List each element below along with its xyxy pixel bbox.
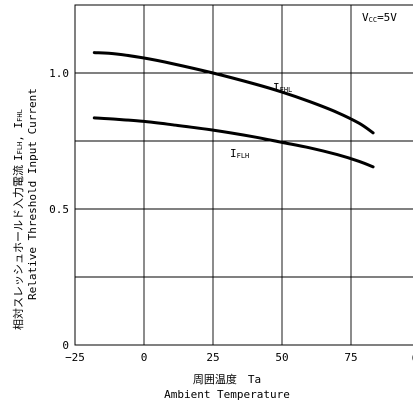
grid <box>75 5 413 345</box>
x-tick-label: 50 <box>275 351 288 364</box>
series-label-ifhl: IFHL <box>273 81 292 94</box>
y-tick-label: 0.5 <box>49 203 69 216</box>
y-axis-label-jp: 相対スレッシュホールド入力電流IFLH, IFHL <box>11 109 25 330</box>
x-tick-label: −25 <box>65 351 85 364</box>
x-tick-label: 25 <box>206 351 219 364</box>
x-tick-label: (°C <box>410 351 413 364</box>
y-tick-label: 1.0 <box>49 67 69 80</box>
condition-label: VCC=5V <box>362 11 397 24</box>
y-axis-label-en: Relative Threshold Input Current <box>26 88 39 300</box>
series-label-iflh: IFLH <box>230 147 249 160</box>
x-tick-label: 75 <box>344 351 357 364</box>
plot-frame <box>74 4 413 346</box>
series-line-ifhl <box>92 51 375 135</box>
x-axis-label-jp: 周囲温度 Ta <box>193 372 261 386</box>
y-tick-label: 0 <box>62 339 69 352</box>
series-layer <box>92 51 375 169</box>
x-tick-label: 0 <box>141 351 148 364</box>
series-line-iflh <box>92 116 375 169</box>
x-axis-label-en: Ambient Temperature <box>164 388 290 401</box>
